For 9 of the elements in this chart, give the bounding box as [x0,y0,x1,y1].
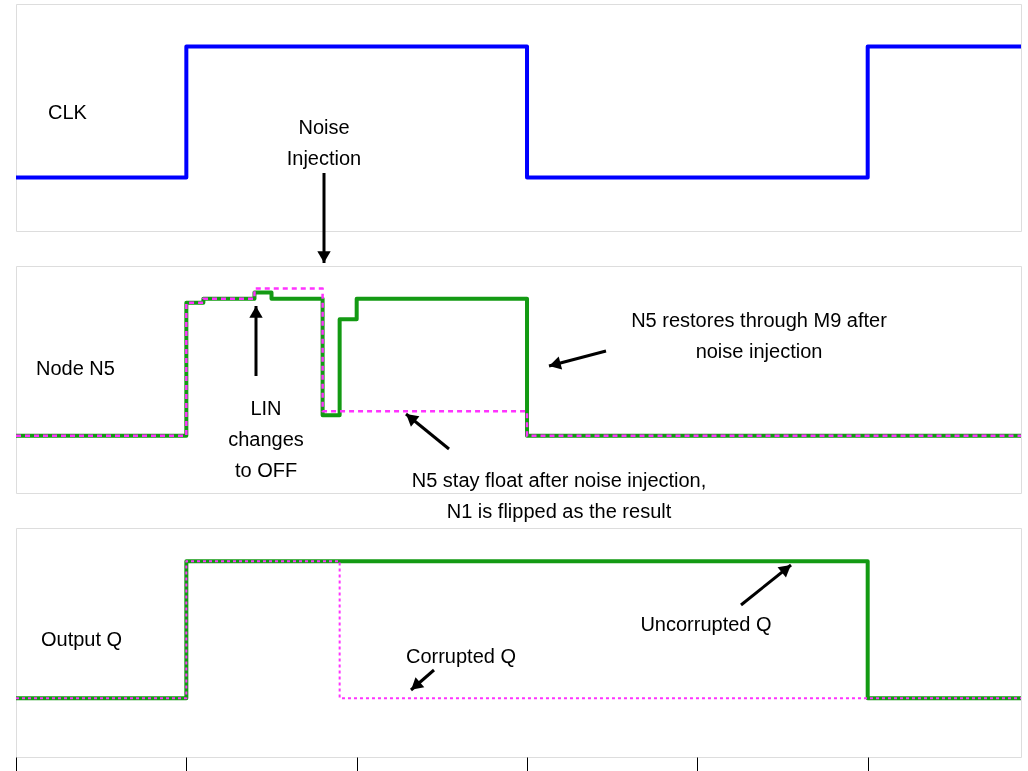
annotation: LIN changes to OFF [228,397,304,481]
annotation: Node N5 [36,357,115,379]
annotation: Uncorrupted Q [640,613,772,635]
annotation: CLK [48,101,88,123]
annotation: N5 restores through M9 after noise injection [631,309,888,362]
annotation: Noise Injection [286,116,362,169]
annotation: N5 stay float after noise injection, N1 is flipped as the result [411,469,707,522]
annotation: Corrupted Q [405,645,517,667]
annotation: Output Q [41,628,123,650]
